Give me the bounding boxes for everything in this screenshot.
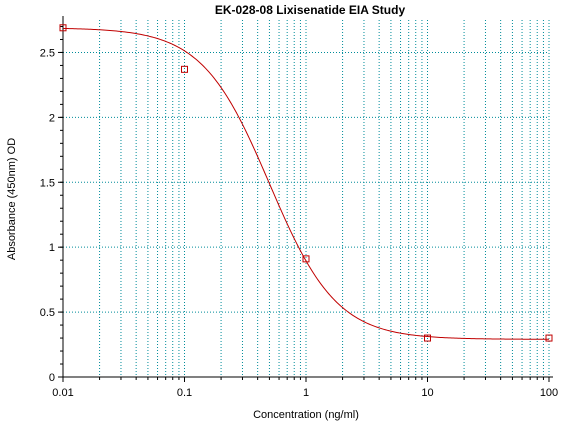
x-tick-label: 0.1: [177, 387, 192, 399]
y-tick-label: 2: [49, 112, 55, 124]
data-point: [545, 334, 553, 342]
y-tick-label: 0.5: [40, 307, 55, 319]
data-points: [59, 24, 553, 342]
chart-title: EK-028-08 Lixisenatide EIA Study: [215, 3, 406, 17]
x-tick-label: 100: [540, 387, 558, 399]
x-tick-label: 0.01: [52, 387, 73, 399]
y-axis-ticks: 0 0.5 1 1.5 2 2.5: [40, 25, 63, 384]
x-tick-label: 10: [421, 387, 433, 399]
x-axis-label: Concentration (ng/ml): [253, 409, 359, 421]
y-tick-label: 1.5: [40, 177, 55, 189]
y-tick-label: 0: [49, 372, 55, 384]
x-tick-label: 1: [303, 387, 309, 399]
fit-curve-group: [62, 27, 550, 340]
y-axis-label: Absorbance (450nm) OD: [6, 138, 18, 260]
axes: [62, 16, 553, 378]
x-axis-ticks: 0.01 0.1 1 10 100: [52, 377, 558, 399]
y-tick-label: 2.5: [40, 47, 55, 59]
data-point: [181, 65, 188, 73]
data-point: [424, 334, 431, 342]
fit-curve: [62, 27, 550, 340]
data-point: [302, 255, 310, 263]
y-tick-label: 1: [49, 242, 55, 254]
grid-lines: [62, 20, 550, 378]
data-point: [59, 24, 67, 32]
